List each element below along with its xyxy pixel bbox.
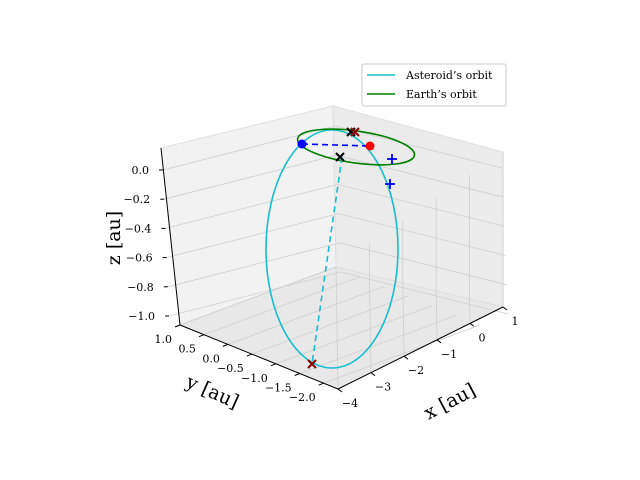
z-gridline bbox=[164, 154, 337, 200]
y-gridline bbox=[179, 266, 337, 326]
z-axis-line bbox=[160, 147, 181, 326]
data-layer bbox=[265, 127, 416, 369]
y-tick-label: −1.0 bbox=[241, 372, 268, 385]
legend: Asteroid’s orbit Earth’s orbit bbox=[361, 63, 507, 107]
blue-plus-1 bbox=[387, 154, 397, 164]
x-tick bbox=[403, 355, 409, 360]
blue-plus-2 bbox=[385, 179, 395, 189]
y-gridline bbox=[203, 276, 361, 336]
x-axis-line bbox=[337, 306, 504, 390]
y-gridline bbox=[227, 286, 385, 345]
y-tick bbox=[198, 334, 205, 338]
y-axis-line bbox=[179, 324, 339, 390]
z-tick-label: −0.8 bbox=[127, 281, 154, 294]
asteroid-cross-low bbox=[307, 359, 317, 369]
y-axis-label: y [au] bbox=[182, 370, 242, 413]
x-tick-label: −1 bbox=[441, 348, 457, 361]
grid bbox=[162, 125, 509, 390]
x-tick-label: 1 bbox=[512, 315, 519, 328]
z-gridline bbox=[165, 184, 338, 229]
x-tick-label: −3 bbox=[375, 381, 391, 394]
legend-frame bbox=[361, 63, 507, 107]
earth-position bbox=[365, 141, 375, 151]
x-axis-label: x [au] bbox=[420, 379, 479, 424]
asteroid-orbit bbox=[265, 129, 399, 369]
earth-orbit bbox=[296, 128, 416, 166]
blue-position bbox=[297, 139, 307, 149]
y-gridline bbox=[299, 315, 456, 374]
z-tick-label: −1.0 bbox=[128, 310, 155, 323]
z-gridline bbox=[166, 213, 339, 258]
y-tick bbox=[294, 373, 300, 376]
z-gridline-right bbox=[339, 242, 507, 286]
legend-asteroid-label: Asteroid’s orbit bbox=[405, 69, 493, 82]
legend-earth-label: Earth’s orbit bbox=[406, 88, 477, 101]
x-tick bbox=[436, 339, 442, 344]
y-tick bbox=[174, 324, 181, 328]
x-tick bbox=[502, 306, 508, 311]
x-tick-label: 0 bbox=[479, 331, 486, 344]
y-tick bbox=[318, 382, 324, 386]
z-gridline-right bbox=[334, 125, 503, 169]
y-ticks: 1.0 0.5 0.0−0.5−1.0−1.5−2.0 bbox=[155, 324, 324, 404]
z-axis-label: z [au] bbox=[103, 211, 125, 265]
y-tick bbox=[246, 353, 253, 357]
asteroid-cross-near-ecliptic bbox=[346, 127, 360, 137]
asteroid-cross-ecliptic-node bbox=[335, 152, 345, 162]
blue-dashed-link bbox=[301, 143, 371, 147]
x-tick bbox=[469, 322, 475, 327]
z-tick-label: 0.0 bbox=[132, 164, 150, 177]
z-gridline bbox=[168, 271, 342, 317]
x-tick bbox=[370, 372, 376, 377]
z-gridline-right bbox=[340, 271, 509, 315]
y-tick-label: 1.0 bbox=[155, 333, 173, 346]
z-gridline bbox=[162, 125, 336, 171]
z-gridline-right bbox=[336, 154, 504, 198]
x-tick bbox=[337, 388, 343, 393]
z-gridline bbox=[167, 242, 340, 288]
x-tick-label: −2 bbox=[408, 364, 424, 377]
cyan-dashed-link bbox=[311, 156, 343, 365]
x-gridline bbox=[335, 266, 339, 390]
y-gridline bbox=[323, 324, 480, 384]
z-gridline-right bbox=[338, 213, 506, 256]
y-tick bbox=[270, 363, 276, 367]
z-tick-label: −0.4 bbox=[125, 222, 152, 235]
y-gridline bbox=[251, 295, 408, 355]
x-gridline bbox=[402, 282, 405, 357]
y-tick-label: 0.0 bbox=[202, 352, 220, 365]
z-gridline-right bbox=[337, 184, 505, 227]
y-tick bbox=[222, 343, 229, 347]
z-tick-label: −0.6 bbox=[126, 252, 153, 265]
y-tick-label: −0.5 bbox=[217, 362, 244, 375]
y-tick-label: −1.5 bbox=[265, 381, 292, 394]
y-tick-label: 0.5 bbox=[178, 343, 196, 356]
x-gridline bbox=[435, 290, 438, 340]
x-tick-label: −4 bbox=[342, 397, 358, 410]
y-tick-label: −2.0 bbox=[289, 391, 316, 404]
z-ticks: 0.0 −0.2 −0.4 −0.6 −0.8 −1.0 bbox=[123, 164, 169, 323]
x-ticks: 1 0 −1 −2 −3 −4 bbox=[337, 306, 519, 410]
z-tick-label: −0.2 bbox=[123, 193, 150, 206]
